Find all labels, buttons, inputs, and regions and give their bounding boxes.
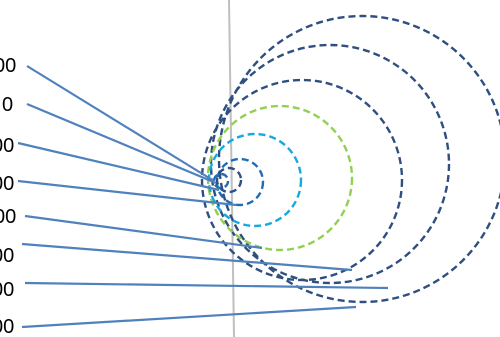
leader-line (17, 179, 237, 207)
label-7: 00 (0, 279, 14, 301)
label-1: 00 (0, 55, 16, 77)
label-group: 00 0 00 00 00 00 00 00 (0, 55, 16, 337)
leader-line (17, 141, 220, 192)
leader-line (26, 102, 217, 185)
label-6: 00 (0, 245, 14, 267)
leader-lines (17, 65, 389, 329)
leader-line (21, 305, 357, 329)
ring-outer-3 (200, 78, 404, 282)
leader-line (24, 281, 389, 290)
ring-green (206, 104, 354, 252)
leader-line (21, 242, 353, 272)
label-2: 0 (2, 94, 13, 116)
ring-outer-1 (217, 14, 500, 304)
leader-line (26, 65, 215, 182)
ring-blue-3 (212, 172, 230, 190)
ring-blue-2 (215, 166, 243, 194)
ring-outer-2 (209, 43, 451, 285)
label-5: 00 (0, 206, 16, 228)
ring-cyan (207, 132, 303, 228)
label-4: 00 (0, 173, 14, 195)
ring-group (200, 14, 500, 304)
label-8: 00 (0, 316, 14, 337)
label-3: 00 (0, 135, 14, 157)
leader-line (24, 214, 263, 250)
